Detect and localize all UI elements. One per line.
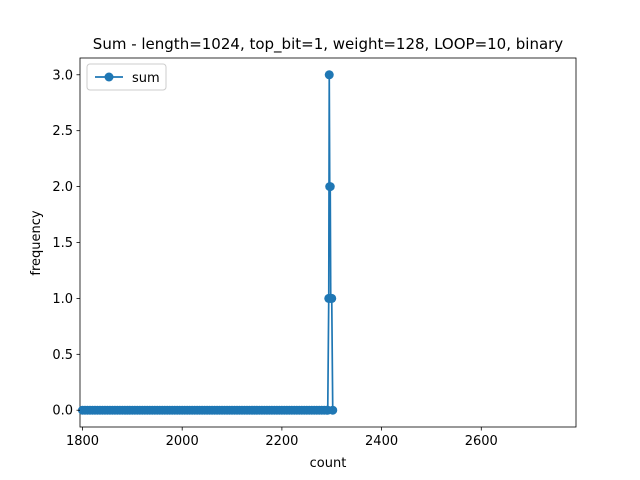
legend: sum <box>86 63 167 91</box>
x-tick-label: 1800 <box>66 434 99 449</box>
plot-area <box>77 57 577 428</box>
x-axis: 1800 2000 2200 2400 2600 <box>66 427 498 449</box>
y-tick-label: 3.0 <box>52 68 73 83</box>
y-tick-label: 1.5 <box>52 236 73 251</box>
legend-marker-sum <box>104 72 114 82</box>
x-tick-label: 2000 <box>166 434 199 449</box>
data-point <box>324 70 334 80</box>
y-tick-label: 0.5 <box>52 348 73 363</box>
data-point <box>328 405 338 415</box>
y-tick-label: 0.0 <box>52 404 73 419</box>
y-axis-label: frequency <box>29 210 44 276</box>
x-tick-label: 2400 <box>365 434 398 449</box>
data-point <box>327 293 337 303</box>
x-axis-label: count <box>310 456 347 471</box>
y-axis: 0.0 0.5 1.0 1.5 2.0 2.5 3.0 <box>52 68 80 419</box>
x-tick-label: 2600 <box>465 434 498 449</box>
x-tick-label: 2200 <box>265 434 298 449</box>
data-point <box>325 182 335 192</box>
chart-title: Sum - length=1024, top_bit=1, weight=128… <box>93 35 564 54</box>
legend-box <box>86 63 167 91</box>
y-tick-label: 2.0 <box>52 180 73 195</box>
legend-label-sum: sum <box>132 71 160 86</box>
y-tick-label: 1.0 <box>52 292 73 307</box>
y-tick-label: 2.5 <box>52 124 73 139</box>
